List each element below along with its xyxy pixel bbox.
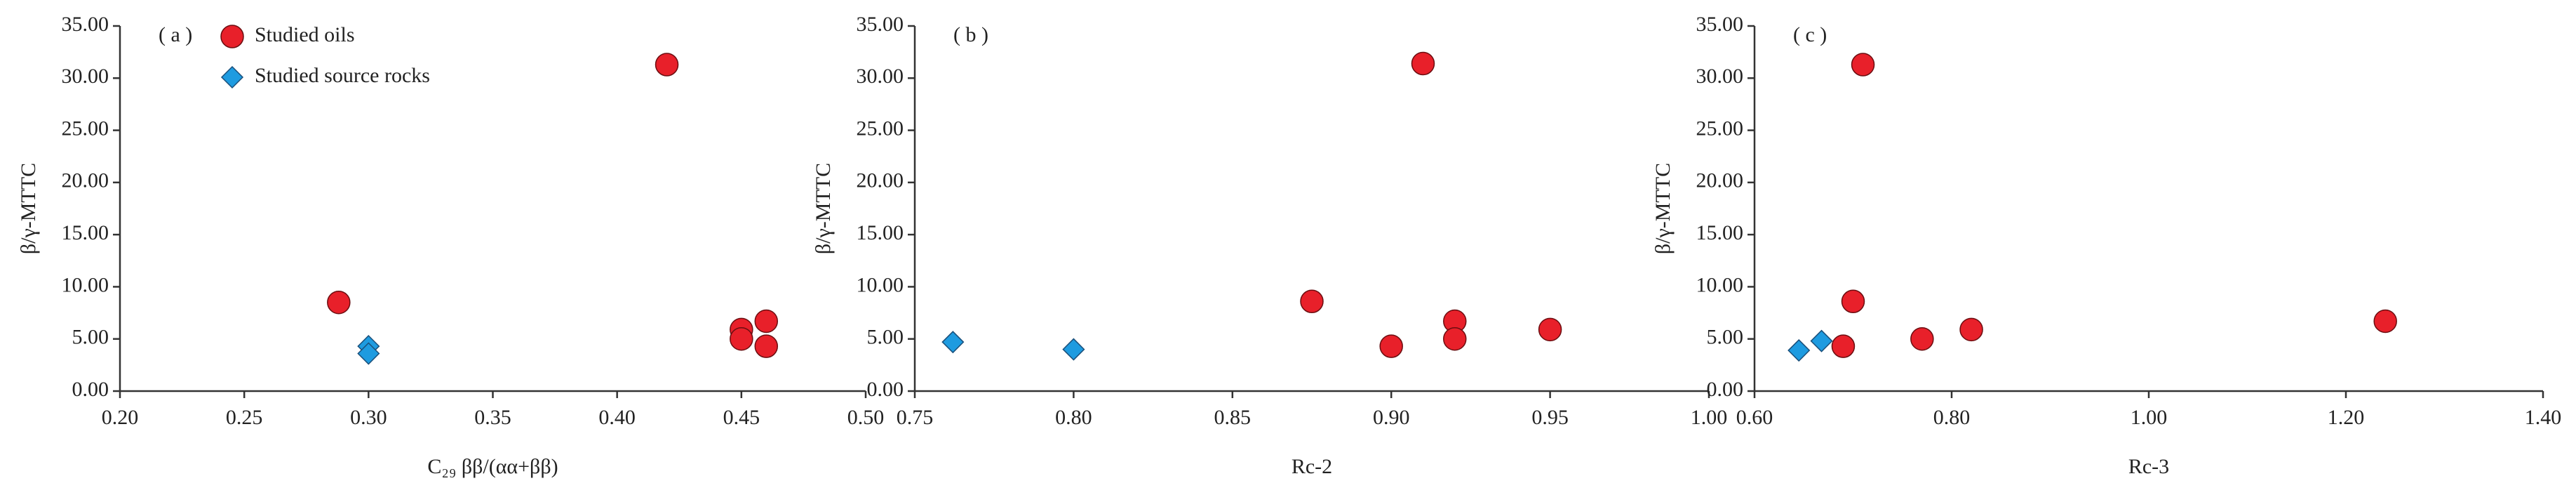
- y-tick-label: 15.00: [1696, 221, 1744, 244]
- x-tick-label: 0.35: [474, 406, 511, 429]
- y-tick-label: 10.00: [62, 273, 109, 296]
- x-axis-label: Rc-2: [1292, 455, 1332, 478]
- y-tick-label: 25.00: [857, 117, 904, 140]
- y-tick-label: 20.00: [857, 169, 904, 192]
- data-point: [730, 326, 753, 351]
- data-point: [941, 331, 965, 354]
- panel-label: ( b ): [953, 23, 988, 46]
- x-tick-label: 0.40: [598, 406, 636, 429]
- x-tick-label: 1.00: [1691, 406, 1728, 429]
- y-tick-label: 15.00: [62, 221, 109, 244]
- y-tick-label: 5.00: [1707, 326, 1744, 349]
- y-tick-label: 5.00: [867, 326, 904, 349]
- data-point: [1851, 53, 1875, 77]
- y-tick-label: 35.00: [1696, 13, 1744, 36]
- y-axis-label: β/γ-MTTC: [812, 163, 835, 254]
- x-tick-label: 1.20: [2328, 406, 2365, 429]
- x-tick-label: 0.50: [847, 406, 885, 429]
- y-tick-label: 30.00: [62, 65, 109, 88]
- y-tick-label: 25.00: [62, 117, 109, 140]
- y-tick-label: 15.00: [857, 221, 904, 244]
- data-point: [1910, 326, 1934, 351]
- y-tick-label: 20.00: [62, 169, 109, 192]
- data-point: [1841, 289, 1865, 313]
- panel-label: ( c ): [1793, 23, 1827, 46]
- data-point: [1379, 334, 1403, 358]
- data-point: [1443, 326, 1467, 351]
- x-tick-label: 0.80: [1933, 406, 1971, 429]
- data-point: [1787, 338, 1811, 362]
- data-point: [1831, 334, 1856, 358]
- x-tick-label: 0.45: [723, 406, 760, 429]
- data-point: [754, 309, 779, 334]
- legend-label: Studied source rocks: [255, 64, 430, 87]
- y-tick-label: 5.00: [72, 326, 109, 349]
- data-point: [1300, 289, 1324, 313]
- y-tick-label: 0.00: [72, 378, 109, 401]
- y-tick-label: 10.00: [857, 273, 904, 296]
- y-axis-label: β/γ-MTTC: [1651, 163, 1675, 254]
- x-tick-label: 0.90: [1373, 406, 1410, 429]
- y-tick-label: 30.00: [1696, 65, 1744, 88]
- data-point: [1959, 317, 1983, 342]
- y-tick-label: 0.00: [867, 378, 904, 401]
- x-axis-label: Rc-3: [2128, 455, 2169, 478]
- panel-label: ( a ): [159, 23, 192, 46]
- data-point: [655, 53, 679, 77]
- data-point: [357, 342, 380, 365]
- x-tick-label: 1.40: [2525, 406, 2562, 429]
- x-tick-label: 0.25: [226, 406, 263, 429]
- x-tick-label: 0.20: [102, 406, 139, 429]
- data-point: [327, 290, 351, 315]
- legend-label: Studied oils: [255, 23, 355, 46]
- y-axis-label: β/γ-MTTC: [17, 163, 40, 254]
- x-tick-label: 0.60: [1736, 406, 1773, 429]
- data-point: [1062, 338, 1085, 361]
- x-tick-label: 1.00: [2131, 406, 2168, 429]
- legend-marker: [220, 65, 244, 89]
- data-point: [1538, 317, 1562, 342]
- x-tick-label: 0.80: [1055, 406, 1092, 429]
- x-axis-label: C₂₉ ββ/(αα+ββ): [427, 455, 558, 478]
- x-tick-label: 0.75: [897, 406, 934, 429]
- y-tick-label: 10.00: [1696, 273, 1744, 296]
- data-point: [1411, 51, 1435, 76]
- y-tick-label: 35.00: [857, 13, 904, 36]
- x-tick-label: 0.95: [1531, 406, 1569, 429]
- y-tick-label: 0.00: [1707, 378, 1744, 401]
- y-tick-label: 20.00: [1696, 169, 1744, 192]
- legend-marker: [220, 25, 244, 48]
- data-point: [2373, 309, 2397, 334]
- x-tick-label: 0.30: [350, 406, 387, 429]
- x-tick-label: 0.85: [1214, 406, 1252, 429]
- y-tick-label: 30.00: [857, 65, 904, 88]
- data-point: [1810, 329, 1833, 352]
- data-point: [754, 334, 779, 358]
- y-tick-label: 35.00: [62, 13, 109, 36]
- y-tick-label: 25.00: [1696, 117, 1744, 140]
